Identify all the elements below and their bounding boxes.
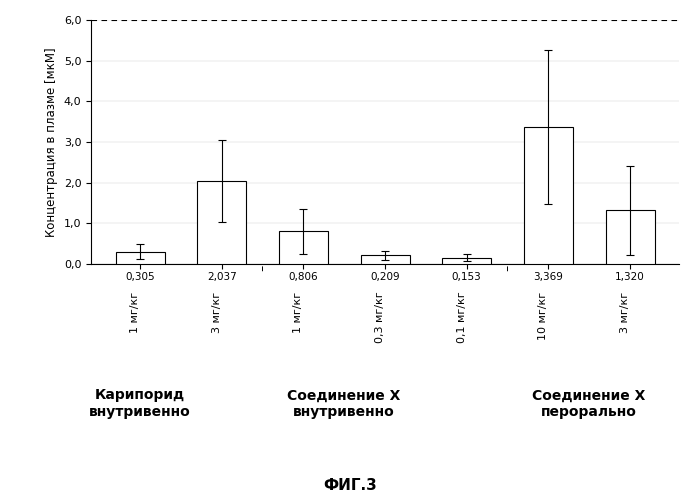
Text: 0,209: 0,209 (370, 272, 400, 282)
Bar (197, 181, 246, 264)
Bar (442, 258, 491, 264)
Bar (606, 210, 654, 264)
Text: 1,320: 1,320 (615, 272, 645, 282)
Y-axis label: Концентрация в плазме [мкМ]: Концентрация в плазме [мкМ] (45, 47, 58, 237)
Text: Карипорид
внутривенно: Карипорид внутривенно (89, 388, 191, 419)
Text: 10 мг/кг: 10 мг/кг (538, 292, 548, 340)
Text: ФИГ.3: ФИГ.3 (323, 478, 377, 493)
Bar (360, 255, 409, 264)
Text: 1 мг/кг: 1 мг/кг (130, 292, 140, 333)
Text: Соединение X
перорально: Соединение X перорально (533, 388, 646, 419)
Bar (524, 127, 573, 264)
Text: 0,1 мг/кг: 0,1 мг/кг (456, 292, 467, 343)
Text: 0,806: 0,806 (288, 272, 318, 282)
Text: 0,305: 0,305 (125, 272, 155, 282)
Bar (279, 231, 328, 264)
Text: Соединение X
внутривенно: Соединение X внутривенно (288, 388, 401, 419)
Bar (116, 251, 164, 264)
Text: 3 мг/кг: 3 мг/кг (211, 292, 222, 333)
Text: 3 мг/кг: 3 мг/кг (620, 292, 630, 333)
Text: 0,153: 0,153 (452, 272, 482, 282)
Text: 3,369: 3,369 (533, 272, 564, 282)
Text: 0,3 мг/кг: 0,3 мг/кг (375, 292, 385, 343)
Text: 1 мг/кг: 1 мг/кг (293, 292, 303, 333)
Text: 2,037: 2,037 (206, 272, 237, 282)
